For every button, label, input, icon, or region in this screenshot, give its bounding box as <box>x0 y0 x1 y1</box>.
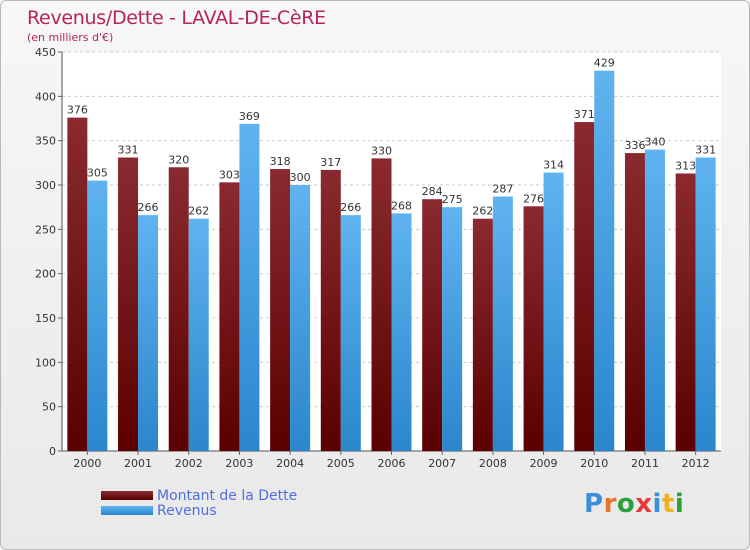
data-label-dette: 317 <box>320 156 341 169</box>
x-tick-label: 2003 <box>225 457 253 470</box>
bar-dette <box>168 167 189 451</box>
data-label-revenus: 369 <box>239 110 260 123</box>
bar-dette <box>574 122 595 452</box>
logo-letter: t <box>661 489 675 519</box>
data-label-dette: 331 <box>118 144 139 157</box>
bar-dette <box>219 182 240 451</box>
x-tick-label: 2001 <box>124 457 152 470</box>
bar-revenus <box>594 70 615 452</box>
logo-letter: i <box>652 489 662 519</box>
data-label-dette: 318 <box>270 155 291 168</box>
data-label-revenus: 429 <box>594 57 615 70</box>
bar-dette <box>270 169 291 452</box>
y-tick-label: 0 <box>49 445 56 458</box>
y-tick-label: 300 <box>35 179 56 192</box>
logo-letter: o <box>616 489 636 519</box>
bar-revenus <box>239 123 260 451</box>
bar-revenus <box>695 157 716 451</box>
bar-revenus <box>340 215 361 451</box>
x-tick-label: 2006 <box>378 457 406 470</box>
logo-letter: r <box>603 489 617 519</box>
y-tick-label: 50 <box>42 401 56 414</box>
x-tick-label: 2010 <box>580 457 608 470</box>
bar-revenus <box>290 185 311 451</box>
data-label-dette: 284 <box>422 185 443 198</box>
legend: Montant de la Dette Revenus <box>101 487 298 519</box>
y-tick-label: 400 <box>35 90 56 103</box>
bar-revenus <box>644 149 665 452</box>
data-label-dette: 276 <box>523 192 544 205</box>
x-tick-label: 2009 <box>530 457 558 470</box>
data-label-revenus: 287 <box>492 183 513 196</box>
bar-dette <box>624 153 645 451</box>
data-label-revenus: 305 <box>87 167 108 180</box>
x-tick-label: 2004 <box>276 457 304 470</box>
chart-title: Revenus/Dette - LAVAL-DE-CèRE <box>27 7 326 29</box>
bar-dette <box>320 169 341 451</box>
logo-letter: x <box>635 489 653 519</box>
x-tick-label: 2008 <box>479 457 507 470</box>
data-label-revenus: 268 <box>391 199 412 212</box>
data-label-revenus: 331 <box>695 144 716 157</box>
data-label-revenus: 340 <box>644 136 665 149</box>
data-label-dette: 371 <box>574 108 595 121</box>
legend-swatch-revenus <box>101 506 153 515</box>
bar-revenus <box>492 196 513 451</box>
chart-subtitle: (en milliers d'€) <box>27 31 114 44</box>
bar-revenus <box>87 180 108 452</box>
legend-label-dette: Montant de la Dette <box>157 487 298 504</box>
bar-revenus <box>543 172 564 451</box>
bar-dette <box>675 173 696 451</box>
logo-letter: i <box>674 489 685 519</box>
legend-item-dette: Montant de la Dette <box>101 487 298 504</box>
x-tick-label: 2002 <box>175 457 203 470</box>
data-label-dette: 313 <box>675 159 696 172</box>
data-label-revenus: 266 <box>340 201 361 214</box>
logo-letter: P <box>584 489 604 519</box>
x-tick-label: 2000 <box>73 457 101 470</box>
data-label-dette: 336 <box>624 139 645 152</box>
bar-revenus <box>138 215 159 451</box>
data-label-dette: 330 <box>371 144 392 157</box>
bar-revenus <box>188 218 209 451</box>
legend-item-revenus: Revenus <box>101 502 297 519</box>
data-label-revenus: 300 <box>290 171 311 184</box>
data-label-dette: 376 <box>67 104 88 117</box>
x-tick-label: 2011 <box>631 457 659 470</box>
bar-dette <box>422 199 443 451</box>
data-label-revenus: 275 <box>442 193 463 206</box>
data-label-revenus: 314 <box>543 159 564 172</box>
x-tick-label: 2012 <box>682 457 710 470</box>
x-tick-label: 2007 <box>428 457 456 470</box>
data-label-dette: 320 <box>168 153 189 166</box>
y-tick-label: 250 <box>35 223 56 236</box>
data-label-revenus: 262 <box>188 205 209 218</box>
bar-dette <box>472 218 493 451</box>
y-tick-label: 350 <box>35 135 56 148</box>
bar-dette <box>371 158 392 451</box>
legend-swatch-dette <box>101 491 153 500</box>
bar-dette <box>118 157 139 451</box>
bar-dette <box>523 206 544 451</box>
y-tick-label: 100 <box>35 356 56 369</box>
bar-revenus <box>391 213 412 451</box>
data-label-revenus: 266 <box>138 201 159 214</box>
legend-label-revenus: Revenus <box>157 502 217 519</box>
data-label-dette: 303 <box>219 168 240 181</box>
y-tick-label: 450 <box>35 46 56 59</box>
y-tick-label: 200 <box>35 268 56 281</box>
data-label-dette: 262 <box>472 205 493 218</box>
proxiti-logo: Proxiti <box>584 489 684 519</box>
bar-dette <box>67 117 88 451</box>
y-tick-label: 150 <box>35 312 56 325</box>
x-tick-label: 2005 <box>327 457 355 470</box>
bar-revenus <box>442 207 463 451</box>
